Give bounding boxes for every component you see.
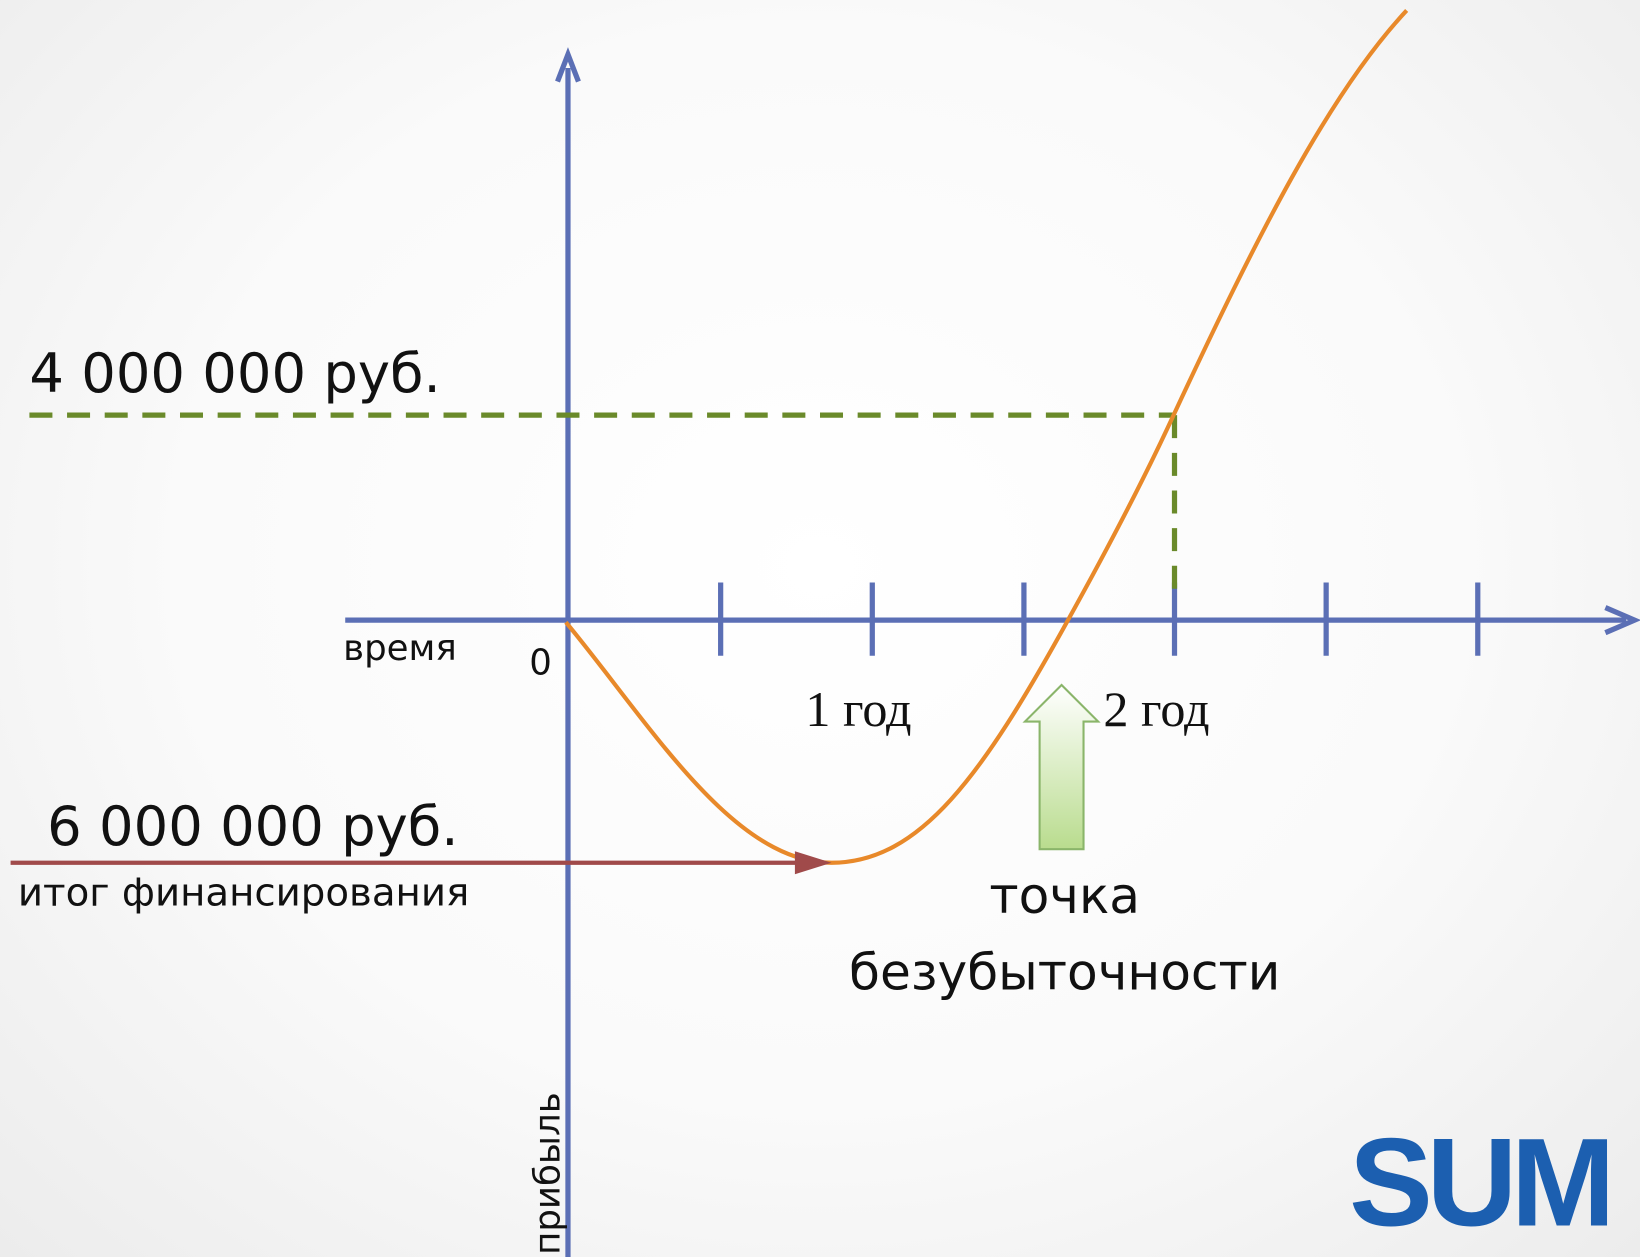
guides: [29, 412, 1178, 597]
profit-level-label: 4 000 000 руб.: [29, 342, 440, 405]
year-2-label: 2 год: [1103, 681, 1209, 737]
breakeven-label: безубыточности: [849, 942, 1280, 1001]
y-axis-arrowhead: [555, 47, 581, 83]
funding-arrowhead: [794, 851, 832, 875]
breakeven-arrow: [1022, 683, 1101, 851]
axes: [345, 47, 1640, 1257]
profit-axis-label: прибыль: [528, 1092, 569, 1255]
profit-curve: [564, 9, 1409, 865]
logo: SUM: [1349, 1112, 1609, 1253]
breakeven-label: точка: [989, 866, 1140, 925]
x-axis-arrowhead: [1604, 605, 1640, 636]
year-1-label: 1 год: [805, 681, 911, 737]
time-axis-label: время: [343, 628, 457, 669]
origin-label: 0: [529, 643, 552, 684]
funding-amount-label: 6 000 000 руб.: [47, 795, 458, 858]
funding-caption: итог финансирования: [18, 871, 469, 916]
